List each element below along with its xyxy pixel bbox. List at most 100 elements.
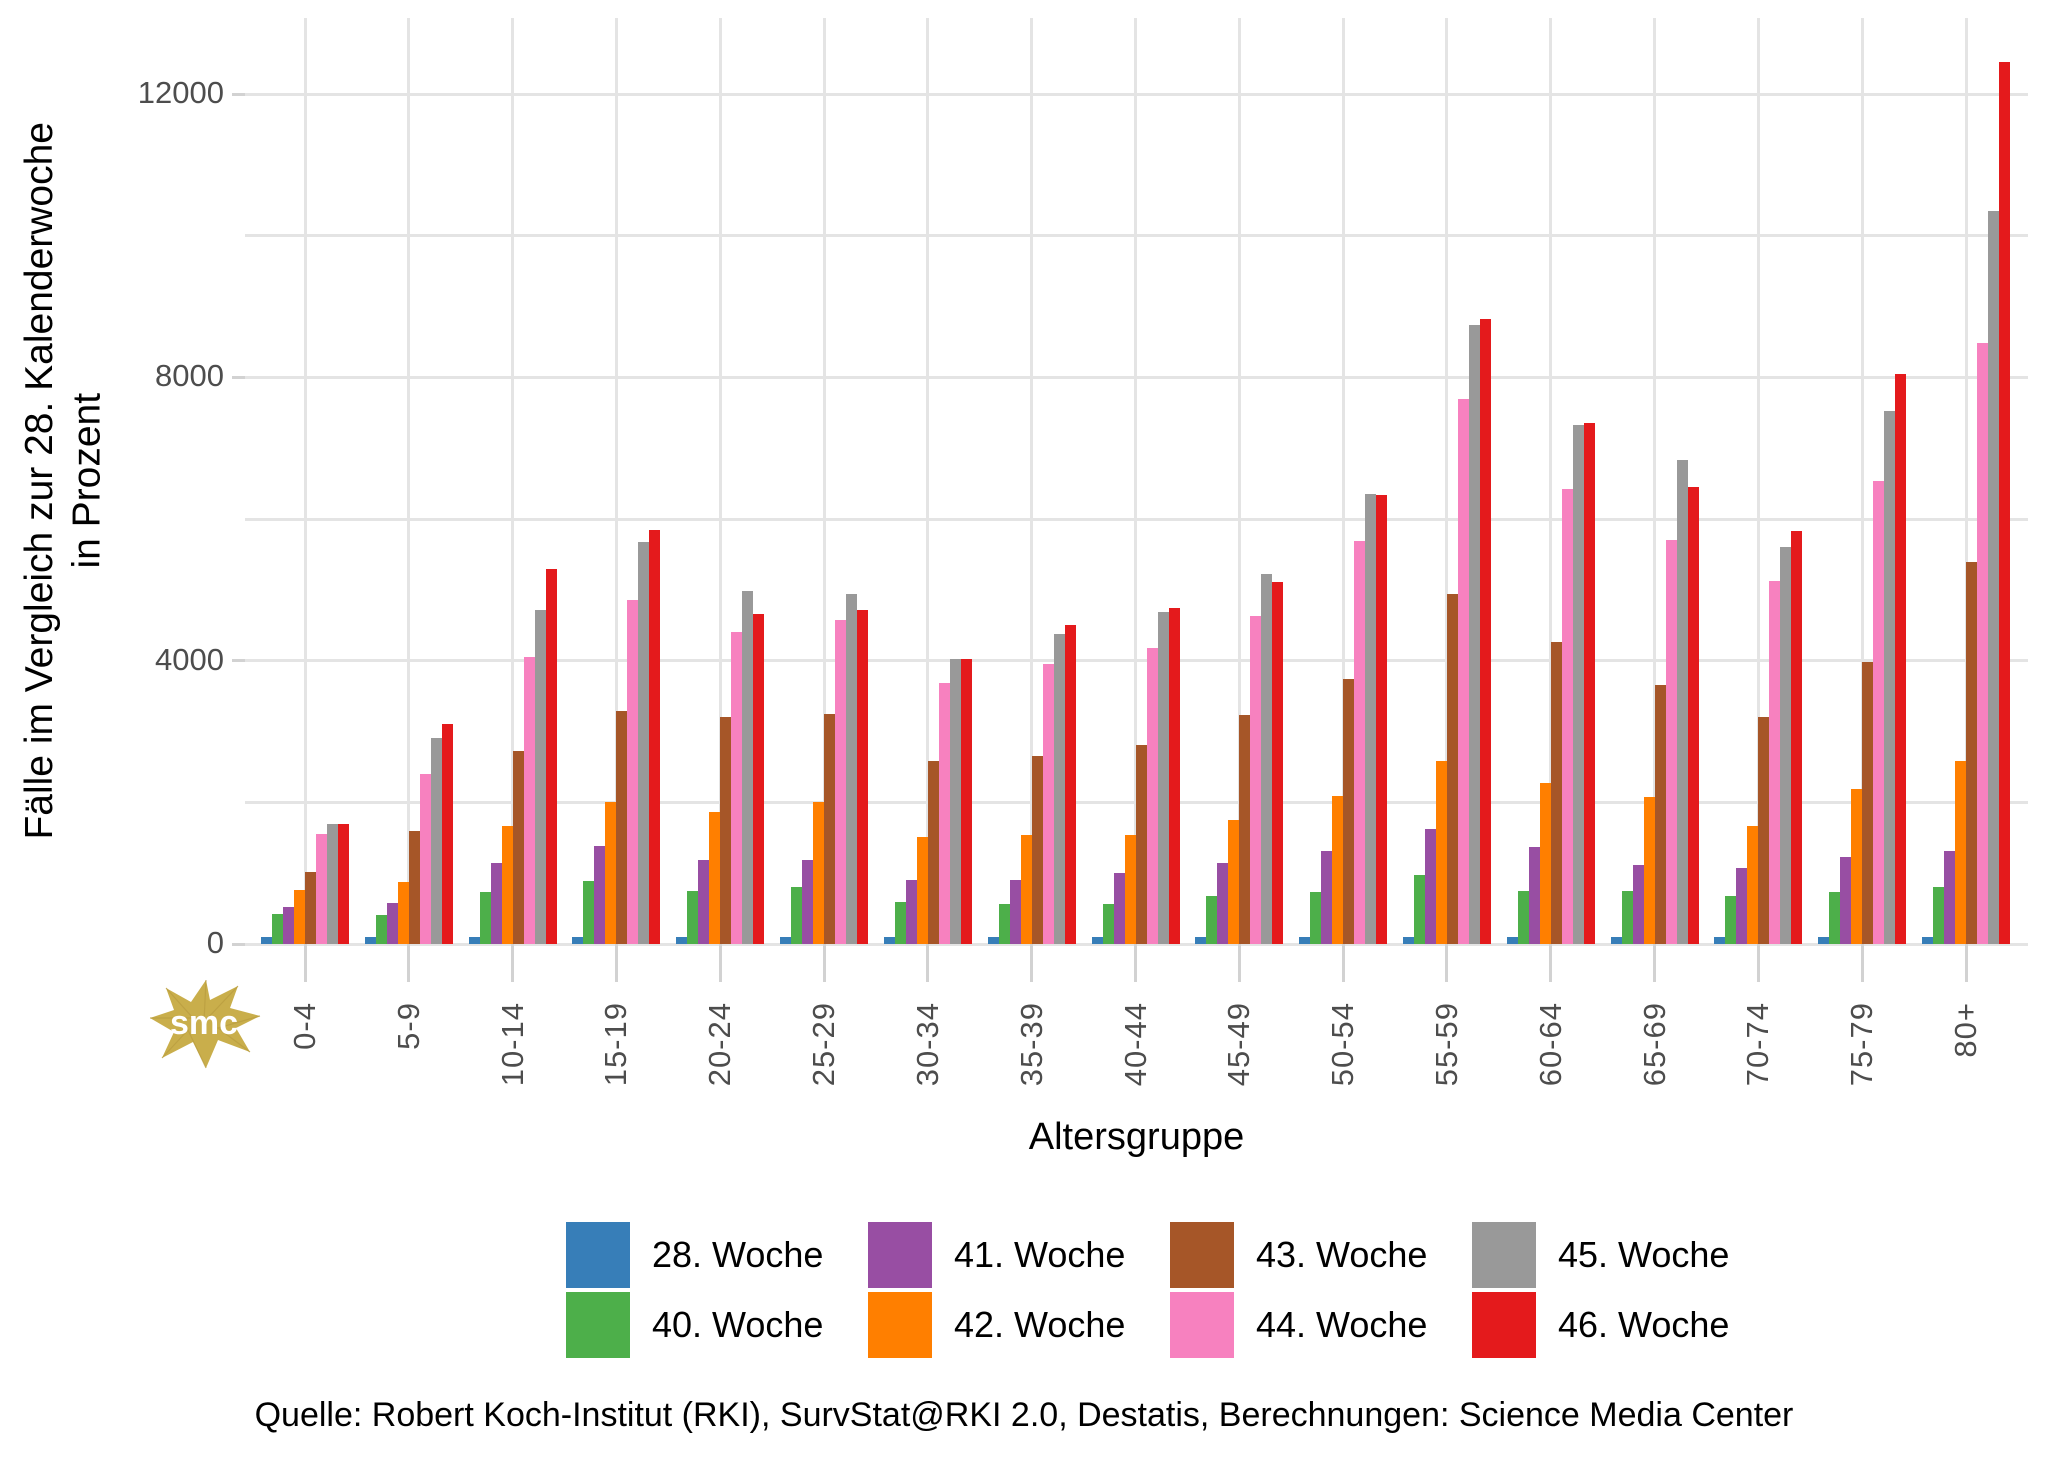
x-tick-label: 5-9 [387, 1002, 431, 1050]
bar-60-64-40-woche [1517, 890, 1529, 944]
x-tick-label: 10-14 [491, 1002, 535, 1086]
gridline-vertical [1030, 18, 1034, 944]
bar-45-49-41-woche [1217, 862, 1229, 944]
bar-15-19-41-woche [594, 845, 606, 944]
bar-80+-28-woche [1922, 936, 1933, 944]
bar-75-79-40-woche [1829, 891, 1841, 944]
source-caption: Quelle: Robert Koch-Institut (RKI), Surv… [254, 1396, 1794, 1434]
legend-label: 40. Woche [652, 1304, 824, 1345]
x-tick-label-text: 40-44 [1117, 1002, 1153, 1087]
bar-40-44-44-woche [1146, 647, 1158, 944]
x-tick-label: 0-4 [283, 1002, 327, 1050]
x-axis-tick [1341, 944, 1345, 982]
bar-20-24-40-woche [687, 890, 699, 944]
bar-65-69-40-woche [1621, 890, 1633, 944]
legend-swatch-46-woche [1472, 1292, 1536, 1358]
bar-65-69-28-woche [1610, 936, 1622, 944]
smc-logo: smc [150, 979, 261, 1069]
bar-70-74-46-woche [1791, 531, 1803, 944]
bar-75-79-43-woche [1862, 662, 1874, 944]
bar-20-24-43-woche [720, 717, 732, 944]
bar-15-19-40-woche [583, 880, 595, 944]
bar-45-49-46-woche [1272, 582, 1284, 944]
bar-40-44-41-woche [1113, 873, 1125, 944]
bar-70-74-45-woche [1780, 547, 1792, 944]
bar-25-29-46-woche [857, 609, 869, 944]
bar-45-49-43-woche [1239, 715, 1251, 944]
bar-70-74-43-woche [1758, 717, 1770, 944]
bar-50-54-46-woche [1376, 494, 1388, 944]
x-tick-label-text: 55-59 [1428, 1002, 1464, 1087]
bar-65-69-44-woche [1665, 539, 1677, 944]
y-axis-title-line2: in Prozent [66, 393, 109, 569]
x-tick-label: 40-44 [1114, 1002, 1158, 1086]
gridline-vertical [407, 18, 411, 944]
y-axis-tick [232, 659, 245, 663]
bar-0-4-45-woche [327, 824, 338, 944]
bar-20-24-42-woche [709, 811, 721, 944]
bar-30-34-28-woche [883, 936, 895, 944]
x-tick-label: 30-34 [906, 1002, 950, 1086]
x-tick-label: 75-79 [1840, 1002, 1884, 1086]
legend-label: 45. Woche [1558, 1234, 1730, 1275]
bar-35-39-46-woche [1064, 625, 1076, 944]
x-tick-label-text: 20-24 [702, 1002, 738, 1087]
bar-40-44-46-woche [1168, 607, 1180, 944]
bar-10-14-28-woche [468, 936, 480, 944]
bar-25-29-28-woche [780, 936, 792, 944]
bar-10-14-43-woche [512, 751, 524, 944]
x-axis-tick [1756, 944, 1760, 982]
bar-70-74-44-woche [1769, 580, 1781, 944]
y-axis-title-line1: Fälle im Vergleich zur 28. Kalenderwoche [18, 122, 62, 840]
x-tick-label-text: 30-34 [909, 1002, 945, 1087]
bar-45-49-44-woche [1250, 616, 1262, 944]
y-tick-label: 12000 [137, 75, 224, 110]
bar-80+-40-woche [1933, 886, 1944, 944]
bar-15-19-44-woche [627, 599, 639, 944]
x-tick-label: 35-39 [1010, 1002, 1054, 1086]
bar-40-44-42-woche [1124, 834, 1136, 944]
bar-0-4-41-woche [283, 907, 294, 944]
bar-60-64-46-woche [1583, 422, 1595, 944]
bar-20-24-44-woche [731, 631, 743, 944]
bar-0-4-46-woche [338, 824, 349, 944]
x-tick-label: 15-19 [594, 1002, 638, 1086]
bar-50-54-40-woche [1310, 891, 1322, 944]
bar-45-49-42-woche [1228, 820, 1240, 944]
bar-50-54-43-woche [1343, 679, 1355, 944]
bar-60-64-44-woche [1561, 489, 1573, 944]
x-axis-tick [407, 944, 411, 982]
bar-40-44-40-woche [1102, 904, 1114, 944]
bar-50-54-44-woche [1354, 540, 1366, 944]
bar-30-34-43-woche [927, 760, 939, 944]
x-tick-label-text: 70-74 [1740, 1002, 1776, 1087]
bar-5-9-41-woche [386, 902, 398, 944]
y-tick-label: 4000 [155, 641, 224, 677]
bar-10-14-42-woche [501, 826, 513, 944]
bar-75-79-44-woche [1873, 480, 1885, 944]
bar-65-69-42-woche [1643, 797, 1655, 944]
legend-swatch-40-woche [566, 1292, 630, 1358]
x-axis-tick [1964, 944, 1968, 982]
bar-50-54-41-woche [1321, 851, 1333, 944]
bar-0-4-43-woche [305, 871, 316, 944]
bar-60-64-28-woche [1506, 936, 1518, 944]
gridline-vertical [1134, 18, 1137, 944]
gridline-vertical [1756, 18, 1760, 944]
bar-30-34-40-woche [894, 901, 906, 944]
bar-55-59-45-woche [1468, 324, 1480, 944]
bar-15-19-45-woche [638, 542, 650, 944]
x-axis-tick [1134, 944, 1137, 982]
x-axis-title: Altersgruppe [1028, 1116, 1245, 1158]
bar-80+-44-woche [1977, 343, 1988, 944]
smc-logo-star [150, 980, 260, 1068]
legend-swatch-45-woche [1472, 1222, 1536, 1288]
bar-0-4-42-woche [294, 890, 305, 944]
x-tick-label: 60-64 [1529, 1002, 1573, 1086]
y-axis-tick [232, 375, 245, 379]
bar-25-29-40-woche [791, 887, 803, 944]
x-tick-label-text: 35-39 [1013, 1002, 1049, 1087]
x-tick-label: 20-24 [698, 1002, 742, 1086]
bar-65-69-41-woche [1632, 865, 1644, 944]
